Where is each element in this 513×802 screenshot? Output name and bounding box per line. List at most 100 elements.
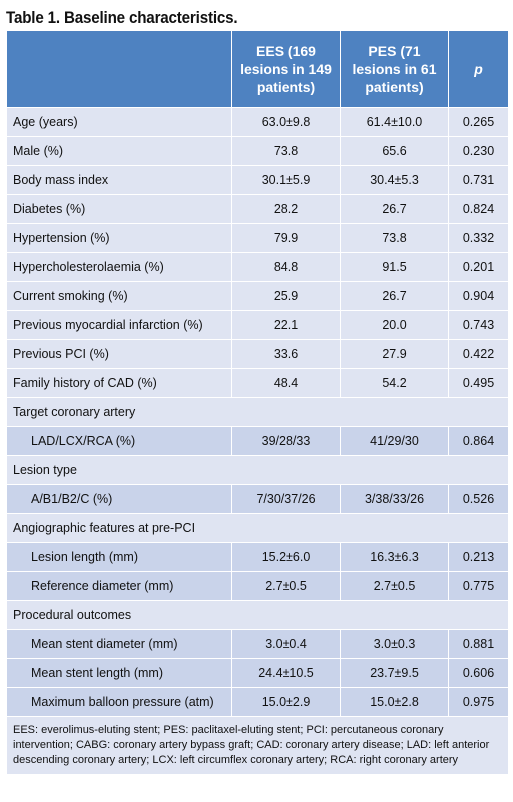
table-row: Current smoking (%) 25.9 26.7 0.904 bbox=[6, 281, 509, 311]
pes-value: 91.5 bbox=[340, 252, 449, 282]
header-p: p bbox=[448, 30, 509, 108]
ees-value: 30.1±5.9 bbox=[231, 165, 341, 195]
table-row: Age (years) 63.0±9.8 61.4±10.0 0.265 bbox=[6, 107, 509, 137]
row-label: Maximum balloon pressure (atm) bbox=[6, 687, 232, 717]
pes-value: 20.0 bbox=[340, 310, 449, 340]
ees-value: 25.9 bbox=[231, 281, 341, 311]
pes-value: 15.0±2.8 bbox=[340, 687, 449, 717]
section-row-lesion: Lesion type bbox=[6, 455, 509, 485]
ees-value: 22.1 bbox=[231, 310, 341, 340]
row-label: Reference diameter (mm) bbox=[6, 571, 232, 601]
p-value: 0.881 bbox=[448, 629, 509, 659]
row-label: Hypercholesterolaemia (%) bbox=[6, 252, 232, 282]
p-value: 0.230 bbox=[448, 136, 509, 166]
pes-value: 3/38/33/26 bbox=[340, 484, 449, 514]
row-label: Previous myocardial infarction (%) bbox=[6, 310, 232, 340]
ees-value: 73.8 bbox=[231, 136, 341, 166]
p-value: 0.332 bbox=[448, 223, 509, 253]
p-value: 0.975 bbox=[448, 687, 509, 717]
p-value: 0.775 bbox=[448, 571, 509, 601]
ees-value: 3.0±0.4 bbox=[231, 629, 341, 659]
p-value: 0.265 bbox=[448, 107, 509, 137]
p-value: 0.743 bbox=[448, 310, 509, 340]
table-row: Hypertension (%) 79.9 73.8 0.332 bbox=[6, 223, 509, 253]
row-label: Previous PCI (%) bbox=[6, 339, 232, 369]
pes-value: 16.3±6.3 bbox=[340, 542, 449, 572]
ees-value: 7/30/37/26 bbox=[231, 484, 341, 514]
pes-value: 3.0±0.3 bbox=[340, 629, 449, 659]
baseline-characteristics-table: EES (169 lesions in 149 patients) PES (7… bbox=[6, 30, 509, 775]
row-label: LAD/LCX/RCA (%) bbox=[6, 426, 232, 456]
p-value: 0.213 bbox=[448, 542, 509, 572]
p-value: 0.526 bbox=[448, 484, 509, 514]
row-label: Age (years) bbox=[6, 107, 232, 137]
p-value: 0.731 bbox=[448, 165, 509, 195]
ees-value: 48.4 bbox=[231, 368, 341, 398]
pes-value: 30.4±5.3 bbox=[340, 165, 449, 195]
pes-value: 61.4±10.0 bbox=[340, 107, 449, 137]
pes-value: 26.7 bbox=[340, 281, 449, 311]
p-value: 0.864 bbox=[448, 426, 509, 456]
row-label: Mean stent diameter (mm) bbox=[6, 629, 232, 659]
ees-value: 39/28/33 bbox=[231, 426, 341, 456]
section-title: Target coronary artery bbox=[6, 397, 509, 427]
table-row: Lesion length (mm) 15.2±6.0 16.3±6.3 0.213 bbox=[6, 542, 509, 572]
row-label: Family history of CAD (%) bbox=[6, 368, 232, 398]
table-footnote: EES: everolimus-eluting stent; PES: pacl… bbox=[6, 716, 509, 775]
table-row: Hypercholesterolaemia (%) 84.8 91.5 0.201 bbox=[6, 252, 509, 282]
ees-value: 28.2 bbox=[231, 194, 341, 224]
pes-value: 65.6 bbox=[340, 136, 449, 166]
table-row: Family history of CAD (%) 48.4 54.2 0.495 bbox=[6, 368, 509, 398]
header-ees: EES (169 lesions in 149 patients) bbox=[231, 30, 341, 108]
row-label: Hypertension (%) bbox=[6, 223, 232, 253]
p-value: 0.201 bbox=[448, 252, 509, 282]
table-row: A/B1/B2/C (%) 7/30/37/26 3/38/33/26 0.526 bbox=[6, 484, 509, 514]
row-label: Current smoking (%) bbox=[6, 281, 232, 311]
table-title: Table 1. Baseline characteristics. bbox=[6, 9, 238, 27]
table-row: Mean stent length (mm) 24.4±10.5 23.7±9.5 0… bbox=[6, 658, 509, 688]
table-row: Diabetes (%) 28.2 26.7 0.824 bbox=[6, 194, 509, 224]
row-label: Lesion length (mm) bbox=[6, 542, 232, 572]
section-row-proc: Procedural outcomes bbox=[6, 600, 509, 630]
table-row: LAD/LCX/RCA (%) 39/28/33 41/29/30 0.864 bbox=[6, 426, 509, 456]
table-row: Reference diameter (mm) 2.7±0.5 2.7±0.5 0.7… bbox=[6, 571, 509, 601]
ees-value: 84.8 bbox=[231, 252, 341, 282]
table-row: Maximum balloon pressure (atm) 15.0±2.9 15… bbox=[6, 687, 509, 717]
p-value: 0.904 bbox=[448, 281, 509, 311]
row-label: Mean stent length (mm) bbox=[6, 658, 232, 688]
pes-value: 26.7 bbox=[340, 194, 449, 224]
header-blank bbox=[6, 30, 232, 108]
footnote-row: EES: everolimus-eluting stent; PES: pacl… bbox=[6, 716, 509, 775]
table-row: Previous myocardial infarction (%) 22.1 20… bbox=[6, 310, 509, 340]
p-value: 0.606 bbox=[448, 658, 509, 688]
ees-value: 79.9 bbox=[231, 223, 341, 253]
row-label: Male (%) bbox=[6, 136, 232, 166]
section-row-angio: Angiographic features at pre-PCI bbox=[6, 513, 509, 543]
ees-value: 33.6 bbox=[231, 339, 341, 369]
header-row: EES (169 lesions in 149 patients) PES (7… bbox=[6, 30, 509, 108]
table-row: Body mass index 30.1±5.9 30.4±5.3 0.731 bbox=[6, 165, 509, 195]
pes-value: 41/29/30 bbox=[340, 426, 449, 456]
section-title: Lesion type bbox=[6, 455, 509, 485]
p-value: 0.422 bbox=[448, 339, 509, 369]
pes-value: 54.2 bbox=[340, 368, 449, 398]
pes-value: 27.9 bbox=[340, 339, 449, 369]
section-row-target: Target coronary artery bbox=[6, 397, 509, 427]
ees-value: 15.0±2.9 bbox=[231, 687, 341, 717]
pes-value: 23.7±9.5 bbox=[340, 658, 449, 688]
pes-value: 2.7±0.5 bbox=[340, 571, 449, 601]
ees-value: 15.2±6.0 bbox=[231, 542, 341, 572]
ees-value: 2.7±0.5 bbox=[231, 571, 341, 601]
p-value: 0.495 bbox=[448, 368, 509, 398]
ees-value: 24.4±10.5 bbox=[231, 658, 341, 688]
section-title: Procedural outcomes bbox=[6, 600, 509, 630]
row-label: A/B1/B2/C (%) bbox=[6, 484, 232, 514]
table-row: Previous PCI (%) 33.6 27.9 0.422 bbox=[6, 339, 509, 369]
row-label: Body mass index bbox=[6, 165, 232, 195]
section-title: Angiographic features at pre-PCI bbox=[6, 513, 509, 543]
row-label: Diabetes (%) bbox=[6, 194, 232, 224]
p-value: 0.824 bbox=[448, 194, 509, 224]
pes-value: 73.8 bbox=[340, 223, 449, 253]
header-pes: PES (71 lesions in 61 patients) bbox=[340, 30, 449, 108]
